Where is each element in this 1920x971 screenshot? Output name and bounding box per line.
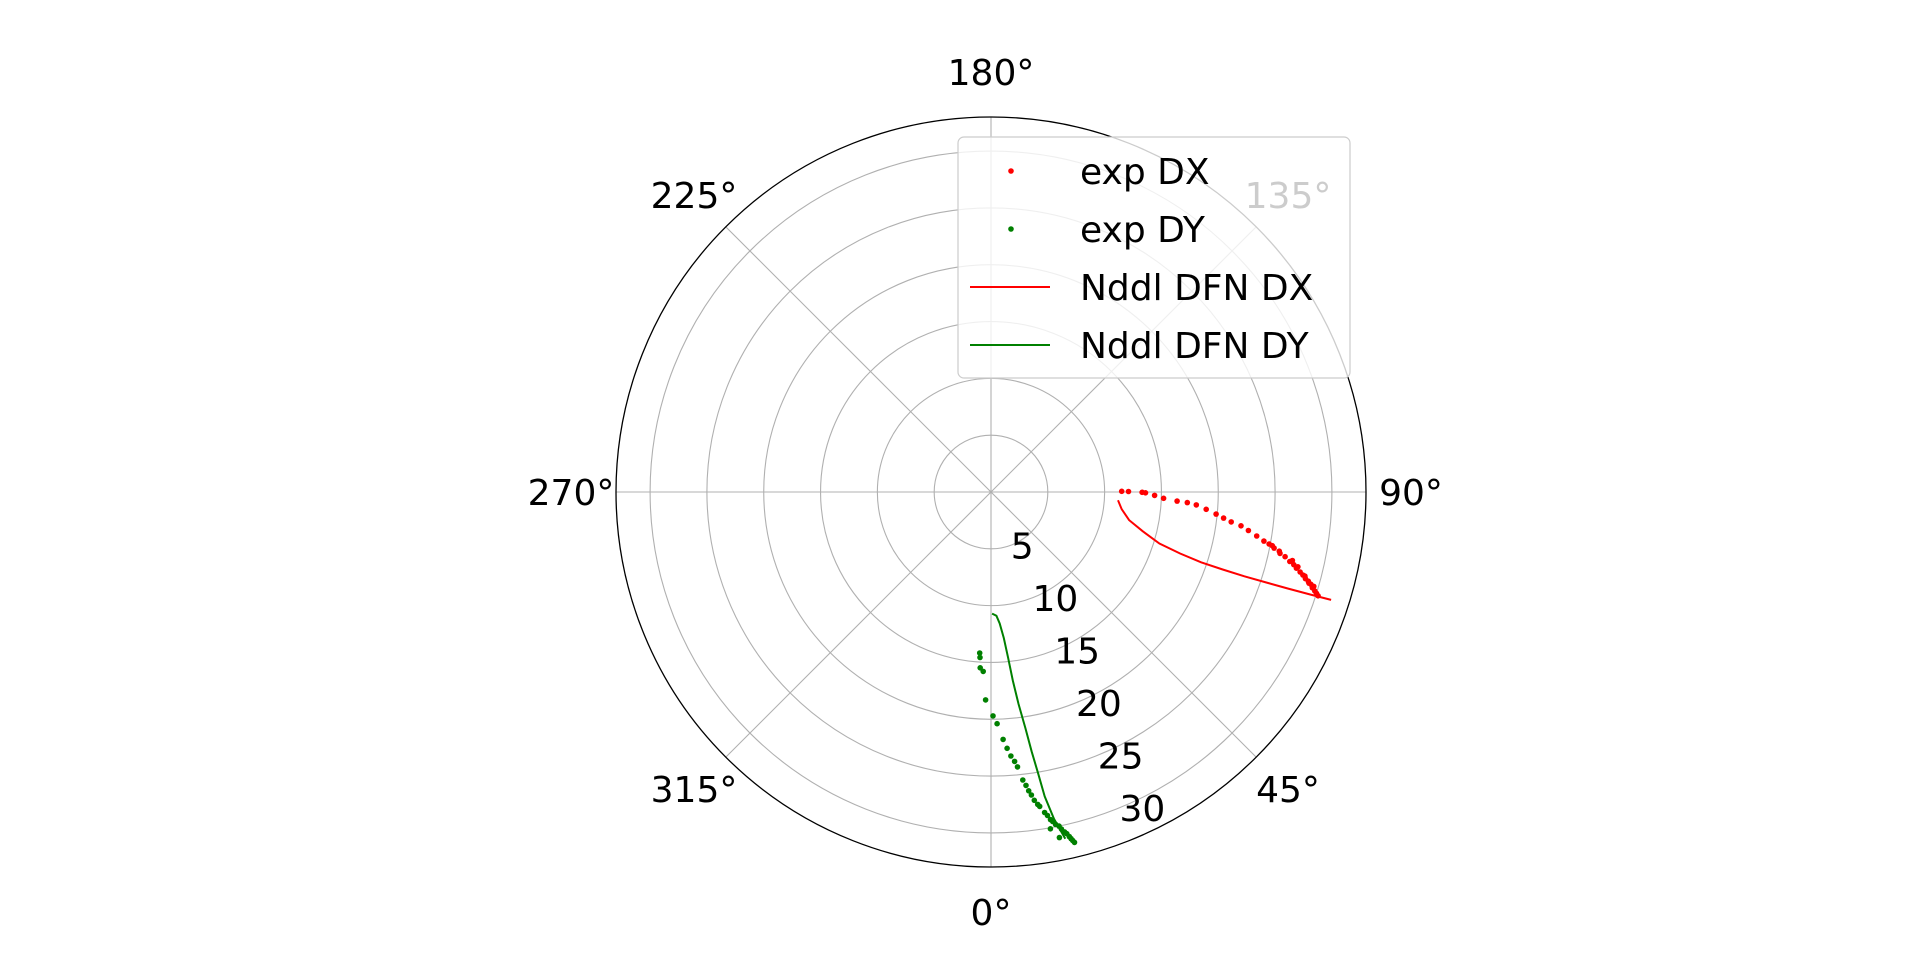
data-point [1261, 538, 1267, 544]
data-point [1056, 834, 1063, 841]
data-point [1276, 548, 1283, 554]
series-line-2 [1117, 499, 1332, 601]
series-points-1 [976, 650, 1078, 846]
legend-entry: Nddl DFN DY [970, 326, 1310, 367]
legend-label: exp DY [1080, 210, 1206, 251]
data-point [1203, 506, 1209, 513]
data-point [1289, 557, 1296, 564]
data-point [1020, 777, 1026, 783]
data-point [1213, 511, 1219, 517]
data-point [1306, 580, 1312, 586]
data-point [1315, 593, 1321, 599]
data-point [1047, 826, 1054, 832]
r-tick-label: 15 [1054, 632, 1100, 673]
theta-tick-label: 0° [971, 893, 1012, 934]
legend-entry: exp DX [1008, 152, 1210, 193]
theta-tick-label: 270° [528, 473, 615, 514]
data-point [1228, 519, 1234, 525]
r-tick-label: 20 [1076, 684, 1122, 725]
data-point [1034, 801, 1041, 808]
data-point [1184, 499, 1191, 506]
data-point [1044, 812, 1051, 819]
legend-box [957, 136, 1351, 379]
data-point [1220, 515, 1227, 521]
polar-spine [615, 116, 1367, 868]
angular-gridline [725, 226, 992, 493]
data-point [1174, 498, 1180, 504]
theta-tick-label: 90° [1379, 473, 1443, 514]
data-point [1282, 553, 1288, 560]
data-point [982, 697, 989, 703]
data-point [1160, 495, 1167, 502]
data-point [1008, 753, 1014, 759]
legend-marker [1008, 168, 1014, 174]
r-tick-label: 25 [1098, 737, 1144, 778]
data-point [1193, 502, 1200, 508]
series-line-3 [991, 612, 1067, 840]
data-point [1245, 527, 1252, 534]
data-point [1061, 829, 1068, 835]
data-point [1000, 736, 1006, 743]
series-points-0 [1118, 488, 1321, 599]
r-tick-label: 30 [1120, 789, 1166, 830]
data-point [1004, 745, 1010, 752]
data-layer [976, 488, 1332, 846]
data-point [1023, 782, 1029, 789]
data-point [1125, 488, 1132, 495]
data-point [1238, 523, 1244, 529]
data-point [990, 713, 996, 719]
data-point [1025, 788, 1032, 794]
r-tick-label: 5 [1011, 527, 1034, 568]
legend-entry: Nddl DFN DX [970, 268, 1313, 309]
legend-entry: exp DY [1008, 210, 1206, 251]
legend-label: Nddl DFN DX [1080, 268, 1313, 309]
data-point [1056, 823, 1062, 829]
data-point [1066, 833, 1073, 840]
theta-tick-label: 45° [1256, 770, 1320, 811]
data-point [1302, 573, 1308, 579]
data-point [1028, 792, 1035, 798]
data-point [1311, 583, 1317, 590]
data-point [1011, 758, 1018, 765]
data-point [1031, 797, 1038, 804]
data-point [1069, 837, 1076, 844]
angular-gridline [725, 491, 992, 758]
legend-label: exp DX [1080, 152, 1210, 193]
data-point [1142, 490, 1149, 496]
legend-label: Nddl DFN DY [1080, 326, 1310, 367]
theta-tick-label: 315° [651, 770, 738, 811]
data-point [1253, 533, 1260, 539]
angular-gridline [990, 491, 1257, 758]
data-point [1151, 492, 1158, 499]
legend-marker [1008, 226, 1014, 232]
theta-tick-label: 180° [948, 53, 1035, 94]
data-point [1014, 764, 1021, 770]
data-point [1269, 542, 1276, 549]
data-point [994, 720, 1000, 727]
data-point [1049, 818, 1056, 825]
data-point [980, 668, 986, 675]
data-point [976, 650, 983, 656]
r-tick-label: 10 [1033, 579, 1079, 620]
theta-tick-label: 225° [651, 176, 738, 217]
data-point [977, 654, 983, 661]
data-point [1118, 488, 1125, 495]
legend: exp DX exp DY Nddl DFN DX Nddl DFN DY [957, 136, 1351, 379]
data-point [1295, 564, 1301, 570]
